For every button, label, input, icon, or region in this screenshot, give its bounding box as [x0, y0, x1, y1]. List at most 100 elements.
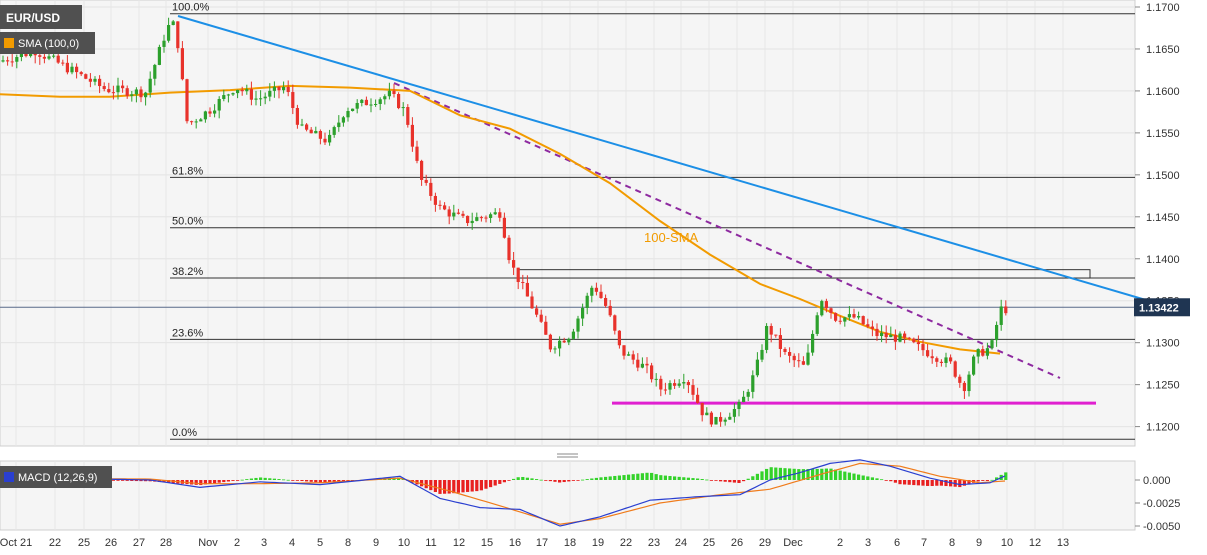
macd-histogram-bar	[452, 480, 456, 494]
candle-body	[429, 182, 433, 196]
candle-body	[249, 89, 253, 100]
candle-body	[558, 340, 562, 349]
candle-body	[461, 213, 465, 216]
candle-body	[420, 160, 424, 180]
macd-histogram-bar	[870, 477, 874, 480]
macd-histogram-bar	[889, 480, 893, 482]
candle-body	[714, 416, 718, 425]
candle-body	[594, 287, 598, 292]
macd-histogram-bar	[935, 480, 939, 486]
macd-histogram-bar	[962, 480, 966, 486]
candle-body	[447, 209, 451, 217]
candle-body	[24, 53, 28, 57]
candle-body	[130, 94, 134, 96]
macd-histogram-bar	[861, 475, 865, 480]
candle-body	[295, 107, 299, 125]
macd-histogram-bar	[981, 480, 985, 481]
macd-panel	[0, 460, 1136, 531]
candle-body	[75, 66, 79, 73]
candle-body	[990, 340, 994, 349]
macd-histogram-bar	[673, 476, 677, 480]
candle-body	[732, 409, 736, 417]
macd-histogram-bar	[765, 468, 769, 480]
macd-histogram-bar	[484, 480, 488, 489]
macd-histogram-bar	[834, 469, 838, 480]
y-tick-label: 1.1700	[1146, 2, 1180, 14]
candle-body	[263, 96, 267, 99]
candle-body	[337, 122, 341, 128]
candle-body	[52, 55, 56, 57]
candle-body	[162, 40, 166, 47]
candle-body	[226, 94, 230, 96]
candle-body	[65, 62, 69, 73]
macd-histogram-bar	[525, 477, 529, 480]
macd-histogram-bar	[627, 474, 631, 480]
macd-histogram-bar	[507, 480, 511, 481]
candle-body	[176, 21, 180, 49]
x-tick-label: 9	[976, 537, 982, 549]
x-tick-label: 24	[675, 537, 687, 549]
candle-body	[811, 333, 815, 353]
candle-body	[512, 260, 516, 268]
candle-body	[709, 412, 713, 425]
macd-histogram-bar	[742, 480, 746, 482]
y-tick-label: 1.1200	[1146, 422, 1180, 434]
macd-histogram-bar	[199, 480, 203, 486]
candle-body	[406, 107, 410, 125]
candle-body	[392, 90, 396, 95]
candle-body	[134, 89, 138, 95]
macd-histogram-bar	[829, 468, 833, 480]
macd-histogram-bar	[976, 480, 980, 482]
macd-histogram-bar	[475, 480, 479, 492]
current-price-label: 1.13422	[1139, 302, 1179, 314]
macd-histogram-bar	[498, 480, 502, 484]
macd-histogram-bar	[650, 472, 654, 480]
x-tick-label: 6	[894, 537, 900, 549]
candle-body	[907, 337, 911, 339]
macd-histogram-bar	[755, 473, 759, 480]
candle-body	[981, 349, 985, 356]
candle-body	[498, 212, 502, 218]
macd-histogram-bar	[640, 473, 644, 480]
macd-histogram-bar	[130, 480, 134, 481]
candle-body	[516, 267, 520, 283]
candle-body	[180, 48, 184, 80]
candle-body	[751, 375, 755, 392]
candle-body	[585, 295, 589, 308]
candle-body	[171, 21, 175, 26]
macd-histogram-bar	[815, 468, 819, 480]
macd-histogram-bar	[857, 474, 861, 480]
downtrend-line	[177, 15, 1147, 301]
candle-body	[489, 214, 493, 218]
candle-body	[627, 354, 631, 356]
candle-body	[815, 315, 819, 334]
x-tick-label: 2	[837, 537, 843, 549]
candle-body	[985, 348, 989, 356]
macd-histogram-bar	[470, 480, 474, 492]
macd-histogram-bar	[236, 480, 240, 481]
macd-histogram-bar	[668, 476, 672, 480]
dashed-trend-line	[393, 82, 1061, 379]
macd-histogram-bar	[985, 480, 989, 481]
macd-histogram-bar	[797, 469, 801, 480]
macd-histogram-bar	[866, 476, 870, 480]
candle-body	[254, 98, 258, 100]
fib-level-label: 50.0%	[172, 216, 203, 228]
x-tick-label: Dec	[783, 537, 803, 549]
macd-histogram-bar	[907, 480, 911, 485]
candle-body	[346, 111, 350, 118]
candle-body	[640, 363, 644, 368]
candle-body	[930, 356, 934, 359]
x-tick-label: 16	[509, 537, 521, 549]
macd-histogram-bar	[332, 480, 336, 482]
macd-histogram-bar	[447, 480, 451, 494]
candle-body	[663, 389, 667, 391]
candle-body	[838, 320, 842, 322]
macd-histogram-bar	[926, 480, 930, 486]
macd-histogram-bar	[305, 480, 309, 482]
candle-body	[167, 25, 171, 41]
macd-histogram-bar	[259, 477, 263, 480]
macd-histogram-bar	[1004, 472, 1008, 480]
macd-histogram-bar	[479, 480, 483, 491]
panel-divider-handle[interactable]	[557, 453, 578, 458]
